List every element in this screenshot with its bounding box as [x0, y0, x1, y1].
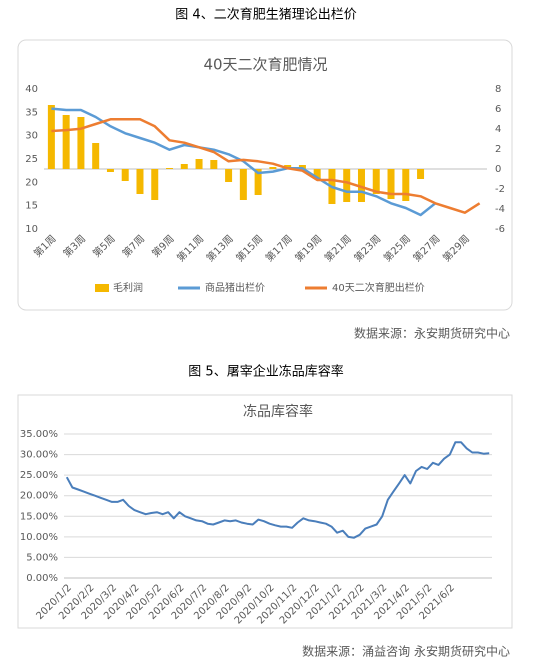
bar: [417, 169, 425, 179]
figure-caption: 图 4、二次育肥生猪理论出栏价: [175, 7, 356, 23]
y2-tick-label: 4: [495, 124, 501, 135]
legend-label: 商品猪出栏价: [205, 281, 265, 294]
y-tick-label: 5.00%: [26, 552, 58, 563]
y-tick-label: 20.00%: [20, 491, 58, 502]
bar: [62, 115, 70, 169]
bar: [343, 169, 351, 202]
bar: [151, 169, 159, 200]
bar: [121, 169, 129, 181]
y2-tick-label: 6: [495, 104, 501, 115]
bar: [166, 168, 174, 169]
y-tick-label: 35.00%: [20, 429, 58, 440]
source: 数据来源：涌益咨询 永安期货研究中心: [302, 644, 510, 659]
y-tick-label: 15: [25, 201, 38, 212]
y2-tick-label: -4: [495, 204, 505, 215]
y-tick-label: 20: [25, 177, 38, 188]
chart-frame: [17, 39, 513, 311]
chart-title: 冻品库容率: [243, 403, 313, 420]
y-tick-label: 30.00%: [20, 450, 58, 461]
y-tick-label: 40: [25, 84, 38, 95]
y-tick-label: 10: [25, 224, 38, 235]
bar: [313, 169, 321, 179]
bar: [136, 169, 144, 194]
legend-label: 40天二次育肥出栏价: [332, 281, 425, 294]
bar: [298, 165, 306, 169]
legend-label: 毛利润: [113, 281, 143, 294]
bar: [47, 105, 55, 169]
y-tick-label: 10.00%: [20, 532, 58, 543]
y-tick-label: 35: [25, 107, 38, 118]
line: [51, 107, 437, 217]
bar: [387, 169, 395, 199]
bar: [269, 167, 277, 169]
line: [65, 441, 490, 539]
figure-caption: 图 5、屠宰企业冻品库容率: [188, 364, 343, 380]
y-tick-label: 25.00%: [20, 470, 58, 481]
bar: [195, 159, 203, 169]
source: 数据来源：永安期货研究中心: [354, 326, 510, 341]
y2-tick-label: -6: [495, 224, 505, 235]
y-tick-label: 15.00%: [20, 511, 58, 522]
chart-title: 40天二次育肥情况: [203, 56, 327, 74]
bar: [402, 169, 410, 201]
bar: [372, 169, 380, 194]
y2-tick-label: -2: [495, 184, 505, 195]
bar: [106, 169, 114, 172]
y-tick-label: 30: [25, 131, 38, 142]
bar: [284, 165, 292, 169]
bar: [92, 143, 100, 169]
y2-tick-label: 2: [495, 144, 501, 155]
y-tick-label: 25: [25, 154, 38, 165]
bar: [239, 169, 247, 200]
y2-tick-label: 8: [495, 84, 501, 95]
y2-tick-label: 0: [495, 164, 501, 175]
line: [51, 118, 481, 214]
bar: [210, 160, 218, 169]
legend-swatch: [95, 284, 109, 292]
bar: [225, 169, 233, 182]
bar: [180, 164, 188, 169]
y-tick-label: 0.00%: [26, 573, 58, 584]
bar: [254, 169, 262, 195]
bar: [357, 169, 365, 202]
bar: [77, 117, 85, 169]
